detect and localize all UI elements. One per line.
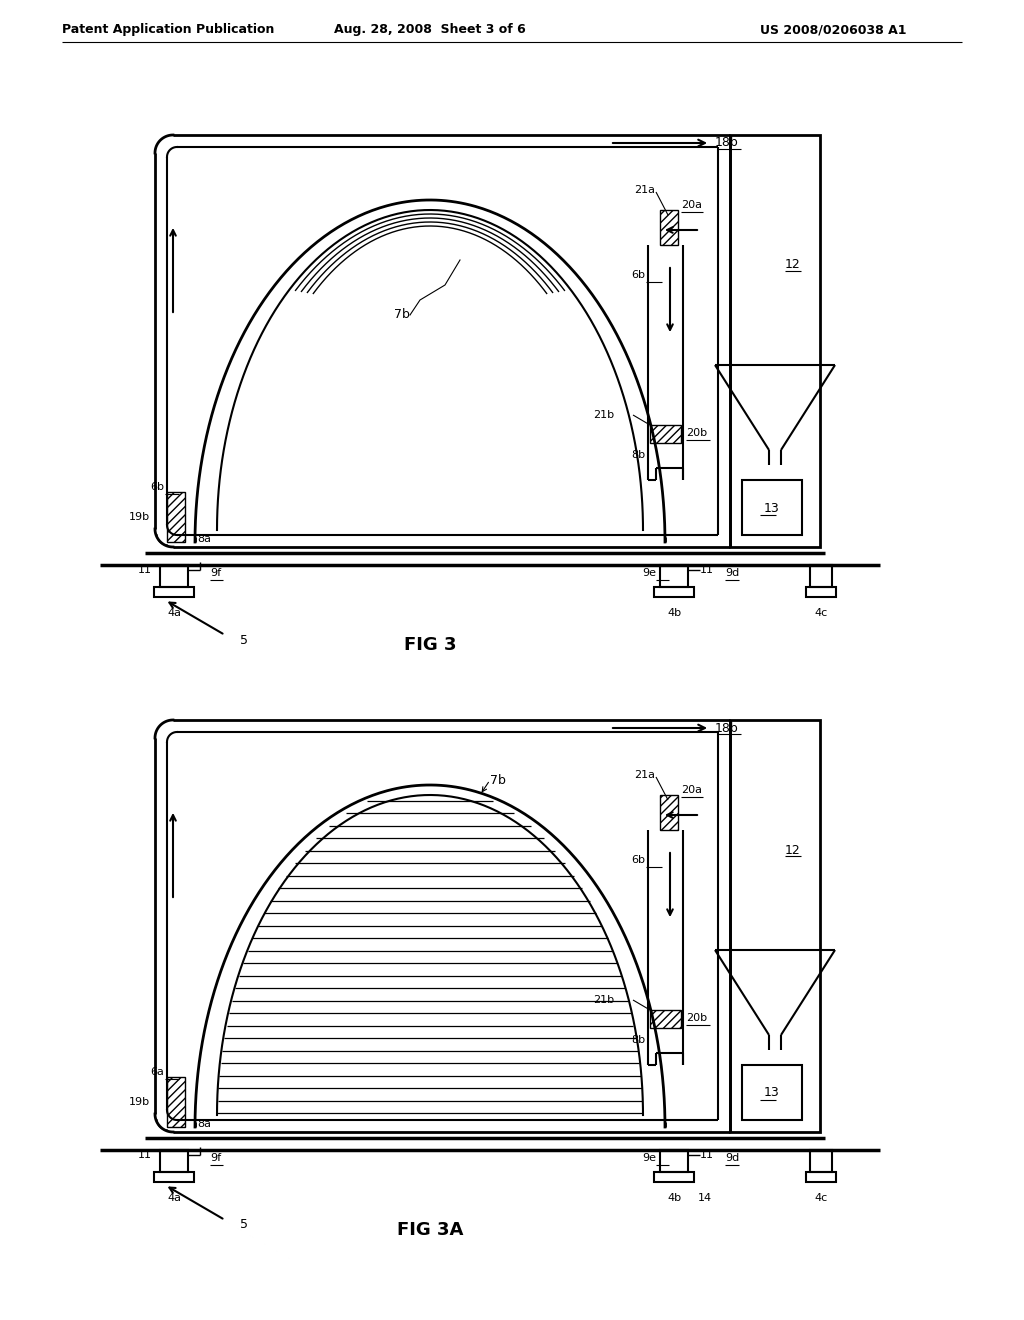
Bar [160,1150,188,1172]
Text: 9f: 9f [210,1152,221,1163]
Text: 12: 12 [785,259,801,272]
Text: 14: 14 [698,1193,712,1203]
Text: 18b: 18b [715,136,738,149]
Text: 4b: 4b [667,609,681,618]
Text: 21a: 21a [634,770,655,780]
Text: 8a: 8a [197,535,211,544]
Text: 4a: 4a [167,1193,181,1203]
Text: 20b: 20b [686,1012,708,1023]
Text: US 2008/0206038 A1: US 2008/0206038 A1 [760,24,906,37]
Bar [154,587,194,597]
Text: 6b: 6b [631,855,645,865]
Text: 4a: 4a [167,609,181,618]
Bar [167,492,185,543]
Text: 4c: 4c [814,609,827,618]
Text: 18b: 18b [715,722,738,734]
Text: Patent Application Publication: Patent Application Publication [62,24,274,37]
Text: 13: 13 [764,1086,780,1100]
Bar [810,1150,831,1172]
Text: 7b: 7b [490,774,506,787]
Text: 13: 13 [764,502,780,515]
Bar [660,210,678,246]
Text: 7b: 7b [394,309,410,322]
Bar [806,1172,836,1181]
Text: 6b: 6b [150,482,164,492]
Text: FIG 3: FIG 3 [403,636,457,653]
Bar [654,587,694,597]
Text: 19b: 19b [129,512,150,521]
Text: 9f: 9f [210,568,221,578]
Bar [154,1172,194,1181]
Text: 20a: 20a [681,785,702,795]
Text: 11: 11 [700,1150,714,1160]
Text: 9d: 9d [725,568,739,578]
Bar [742,480,802,535]
Bar [660,795,678,830]
Text: 5: 5 [240,634,248,647]
Text: 6b: 6b [631,271,645,280]
Bar [806,587,836,597]
Bar [730,719,820,1133]
Text: 9e: 9e [642,1152,656,1163]
Bar [810,565,831,587]
Text: 21b: 21b [593,411,614,420]
Text: 8b: 8b [631,1035,645,1045]
Text: Aug. 28, 2008  Sheet 3 of 6: Aug. 28, 2008 Sheet 3 of 6 [334,24,526,37]
Text: 8b: 8b [631,450,645,459]
Bar [167,1077,185,1127]
Bar [660,1150,688,1172]
Text: 20a: 20a [681,201,702,210]
Text: 21a: 21a [634,185,655,195]
Text: 9e: 9e [642,568,656,578]
Bar [654,1172,694,1181]
Text: FIG 3A: FIG 3A [397,1221,463,1239]
Text: 5: 5 [240,1218,248,1232]
Text: 4c: 4c [814,1193,827,1203]
Text: 19b: 19b [129,1097,150,1107]
Bar [730,135,820,546]
Text: 6a: 6a [151,1067,164,1077]
Bar [742,1065,802,1119]
Text: 4b: 4b [667,1193,681,1203]
Text: 20b: 20b [686,428,708,438]
Bar [650,425,681,444]
Text: 11: 11 [700,565,714,576]
Bar [660,565,688,587]
Text: 11: 11 [138,565,152,576]
Bar [650,1010,681,1028]
Bar [160,565,188,587]
Text: 11: 11 [138,1150,152,1160]
Text: 8a: 8a [197,1119,211,1129]
Text: 9d: 9d [725,1152,739,1163]
Text: 12: 12 [785,843,801,857]
Text: 21b: 21b [593,995,614,1005]
